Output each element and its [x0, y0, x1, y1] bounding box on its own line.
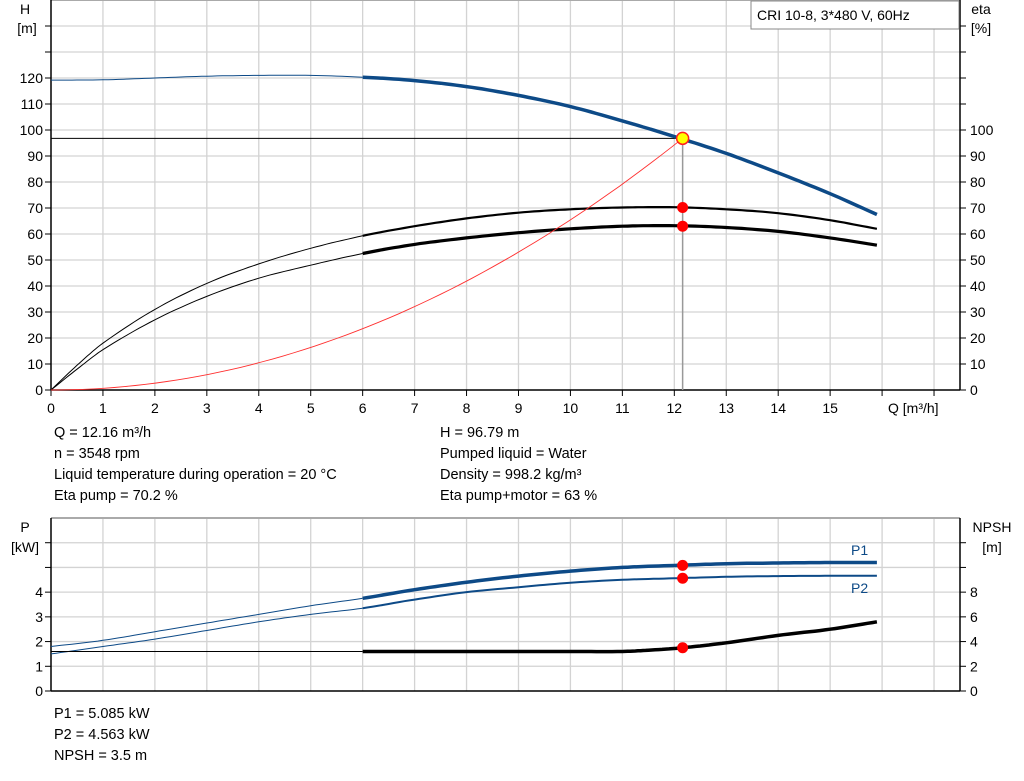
npsh-axis-label: NPSH [973, 519, 1012, 535]
right-tick-label: 20 [970, 330, 986, 346]
right-tick-label: 8 [970, 584, 978, 600]
eta-pump-motor-duty-marker [677, 220, 689, 232]
right-tick-label: 30 [970, 304, 986, 320]
power-info: P1 = 5.085 kW P2 = 4.563 kW NPSH = 3.5 m [54, 704, 150, 767]
left-tick-label: 120 [20, 70, 44, 86]
left-tick-label: 110 [21, 96, 44, 112]
eta_pump_motor-curve [362, 224, 878, 256]
left-tick-label: 60 [27, 226, 43, 242]
p1-series-label: P1 [851, 542, 868, 558]
eta-axis-label: eta [971, 1, 991, 17]
left-tick-label: 0 [35, 382, 43, 398]
left-tick-label: 50 [27, 252, 43, 268]
x-tick-label: 10 [563, 400, 579, 416]
info-eta-pump: Eta pump = 70.2 % [54, 488, 178, 504]
left-tick-label: 0 [35, 683, 43, 699]
eta_pump_motor-curve-thin [50, 253, 363, 391]
right-tick-label: 90 [970, 148, 986, 164]
p-axis-unit: [kW] [11, 539, 39, 555]
info-npsh: NPSH = 3.5 m [54, 748, 148, 764]
x-tick-label: 6 [359, 400, 367, 416]
eta-pump-duty-marker [677, 201, 689, 213]
left-tick-label: 70 [27, 200, 43, 216]
x-tick-label: 9 [515, 400, 523, 416]
left-tick-label: 40 [27, 278, 43, 294]
left-tick-label: 1 [35, 658, 43, 674]
system-curve [50, 137, 683, 391]
left-tick-label: 20 [27, 330, 43, 346]
info-density: Density = 998.2 kg/m³ [440, 467, 582, 483]
left-tick-label: 30 [27, 304, 43, 320]
info-q: Q = 12.16 m³/h [54, 425, 152, 441]
left-tick-label: 4 [35, 584, 43, 600]
info-liquid: Pumped liquid = Water [440, 446, 587, 462]
chart-title: CRI 10-8, 3*480 V, 60Hz [757, 7, 910, 23]
h-axis-label: H [20, 1, 30, 17]
info-p2: P2 = 4.563 kW [54, 727, 150, 743]
info-p1: P1 = 5.085 kW [54, 706, 150, 722]
right-tick-label: 50 [970, 252, 986, 268]
power-npsh-chart: 0 1 2 3 4 0 2 4 6 8 [35, 517, 978, 699]
p1-curve-thin [50, 597, 363, 647]
x-tick-label: 5 [307, 400, 315, 416]
x-tick-label: 15 [822, 400, 838, 416]
left-tick-label: 3 [35, 609, 43, 625]
H-curve [362, 75, 878, 217]
x-tick-label: 7 [411, 400, 419, 416]
performance-chart: 0102030405060708090100110120010203040506… [20, 0, 994, 416]
right-tick-label: 0 [970, 382, 978, 398]
p2-curve [362, 574, 877, 610]
info-n: n = 3548 rpm [54, 446, 140, 462]
title-box [750, 0, 960, 30]
right-tick-label: 100 [970, 122, 994, 138]
eta_pump-curve [362, 206, 878, 237]
x-tick-label: 3 [203, 400, 211, 416]
right-tick-label: 4 [970, 634, 978, 650]
x-tick-label: 14 [770, 400, 786, 416]
right-tick-label: 80 [970, 174, 986, 190]
h-axis-unit: [m] [17, 20, 36, 36]
p1-curve [362, 560, 877, 601]
q-axis-label: Q [m³/h] [888, 400, 939, 416]
x-tick-label: 11 [615, 400, 630, 416]
x-tick-label: 1 [99, 400, 107, 416]
left-tick-label: 80 [27, 174, 43, 190]
x-tick-label: 13 [718, 400, 734, 416]
x-tick-label: 2 [151, 400, 159, 416]
right-tick-label: 2 [970, 658, 978, 674]
p2-curve-thin [50, 607, 363, 655]
H-curve-thin [51, 74, 363, 81]
left-tick-label: 10 [27, 356, 43, 372]
x-tick-label: 0 [47, 400, 55, 416]
duty-info-right: H = 96.79 m Pumped liquid = Water Densit… [440, 423, 597, 507]
eta-axis-unit: [%] [971, 20, 991, 36]
eta_pump-curve-thin [50, 235, 363, 391]
p2-series-label: P2 [851, 580, 868, 596]
x-tick-label: 8 [463, 400, 471, 416]
right-tick-label: 70 [970, 200, 986, 216]
npsh-duty-marker [677, 642, 689, 654]
x-tick-label: 4 [255, 400, 263, 416]
right-tick-label: 60 [970, 226, 986, 242]
info-temp: Liquid temperature during operation = 20… [54, 467, 337, 483]
npsh-curve [362, 620, 878, 654]
info-h: H = 96.79 m [440, 425, 520, 441]
right-tick-label: 40 [970, 278, 986, 294]
right-tick-label: 0 [970, 683, 978, 699]
p1-duty-marker [677, 559, 689, 571]
right-tick-label: 10 [970, 356, 986, 372]
info-eta-pump-motor: Eta pump+motor = 63 % [440, 488, 598, 504]
x-tick-label: 12 [667, 400, 683, 416]
duty-point-marker [675, 131, 690, 146]
right-tick-label: 6 [970, 609, 978, 625]
left-tick-label: 100 [20, 122, 44, 138]
left-tick-label: 2 [35, 634, 43, 650]
duty-info-left: Q = 12.16 m³/h n = 3548 rpm Liquid tempe… [54, 423, 337, 507]
p2-duty-marker [677, 572, 689, 584]
left-tick-label: 90 [27, 148, 43, 164]
p-axis-label: P [20, 519, 29, 535]
npsh-axis-unit: [m] [982, 539, 1001, 555]
